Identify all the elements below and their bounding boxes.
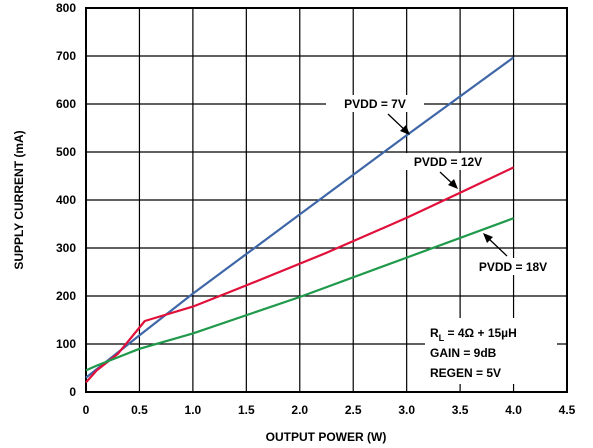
label-pvdd-18v: PVDD = 18V xyxy=(463,233,564,275)
x-tick-label: 1.0 xyxy=(185,403,202,417)
arrow-pvdd-18v xyxy=(487,237,508,257)
x-axis-title: OUTPUT POWER (W) xyxy=(266,430,387,444)
x-tick-label: 4.5 xyxy=(559,403,576,417)
y-tick-labels: 0 100 200 300 400 500 600 700 800 xyxy=(56,1,76,399)
conditions-bg xyxy=(425,318,557,384)
x-tick-label: 3.5 xyxy=(452,403,469,417)
y-tick-label: 600 xyxy=(56,97,76,111)
label-pvdd-7v-text: PVDD = 7V xyxy=(344,97,406,111)
rl-rest: = 4Ω + 15µH xyxy=(444,326,517,340)
x-tick-label: 4.0 xyxy=(505,403,522,417)
y-tick-label: 500 xyxy=(56,145,76,159)
x-tick-label: 0 xyxy=(83,403,90,417)
arrowhead-pvdd-18v xyxy=(483,233,493,243)
label-pvdd-12v-text: PVDD = 12V xyxy=(414,155,482,169)
x-tick-label: 0.5 xyxy=(131,403,148,417)
rl-main: R xyxy=(430,326,439,340)
label-pvdd-12v-bg xyxy=(400,153,496,170)
series-line-3 xyxy=(85,217,514,372)
label-pvdd-18v-text: PVDD = 18V xyxy=(479,260,547,274)
label-pvdd-12v: PVDD = 12V xyxy=(400,153,496,189)
rl-sub: L xyxy=(439,333,445,343)
series-lines xyxy=(85,56,515,384)
y-axis-title: SUPPLY CURRENT (mA) xyxy=(12,130,26,269)
y-tick-label: 800 xyxy=(56,1,76,15)
x-tick-label: 2.5 xyxy=(345,403,362,417)
y-tick-label: 100 xyxy=(56,337,76,351)
y-tick-label: 300 xyxy=(56,241,76,255)
arrowhead-pvdd-12v xyxy=(448,179,458,189)
x-tick-label: 1.5 xyxy=(238,403,255,417)
x-tick-label: 2.0 xyxy=(291,403,308,417)
label-pvdd-7v-bg xyxy=(326,95,424,112)
y-tick-label: 200 xyxy=(56,289,76,303)
label-pvdd-7v: PVDD = 7V xyxy=(326,95,424,135)
label-pvdd-18v-bg xyxy=(463,258,564,275)
conditions-gain: GAIN = 9dB xyxy=(430,346,497,360)
plot-frame xyxy=(85,7,568,393)
conditions-annotation: RL = 4Ω + 15µH GAIN = 9dB REGEN = 5V xyxy=(425,318,557,384)
x-tick-label: 3.0 xyxy=(398,403,415,417)
conditions-regen: REGEN = 5V xyxy=(430,366,501,380)
y-tick-label: 0 xyxy=(69,385,76,399)
arrowhead-pvdd-7v xyxy=(400,125,410,135)
conditions-rl: RL = 4Ω + 15µH xyxy=(430,326,517,343)
y-tick-label: 400 xyxy=(56,193,76,207)
x-tick-labels: 0 0.5 1.0 1.5 2.0 2.5 3.0 3.5 4.0 4.5 xyxy=(83,403,576,417)
y-tick-label: 700 xyxy=(56,49,76,63)
